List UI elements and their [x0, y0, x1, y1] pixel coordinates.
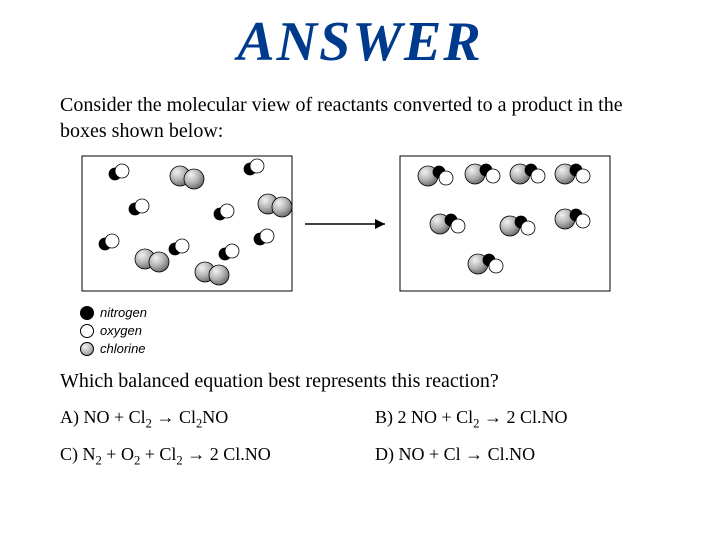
question-text: Which balanced equation best represents …	[60, 370, 660, 393]
option-a: A) NO + Cl2 → Cl2NO	[60, 407, 345, 432]
options-grid: A) NO + Cl2 → Cl2NO B) 2 NO + Cl2 → 2 Cl…	[60, 407, 660, 468]
legend-label: oxygen	[100, 323, 142, 338]
option-b: B) 2 NO + Cl2 → 2 Cl.NO	[375, 407, 660, 432]
slide-title: ANSWER	[60, 10, 660, 74]
legend-label: nitrogen	[100, 305, 147, 320]
legend-swatch-chlorine	[80, 342, 94, 356]
legend-row: chlorine	[80, 341, 660, 356]
reaction-diagram	[80, 154, 660, 299]
legend-label: chlorine	[100, 341, 146, 356]
legend-swatch-oxygen	[80, 324, 94, 338]
legend: nitrogen oxygen chlorine	[80, 305, 660, 356]
diagram-svg	[80, 154, 620, 294]
legend-swatch-nitrogen	[80, 306, 94, 320]
option-d: D) NO + Cl → Cl.NO	[375, 444, 660, 469]
legend-row: oxygen	[80, 323, 660, 338]
prompt-text: Consider the molecular view of reactants…	[60, 92, 660, 144]
legend-row: nitrogen	[80, 305, 660, 320]
option-c: C) N2 + O2 + Cl2 → 2 Cl.NO	[60, 444, 345, 469]
